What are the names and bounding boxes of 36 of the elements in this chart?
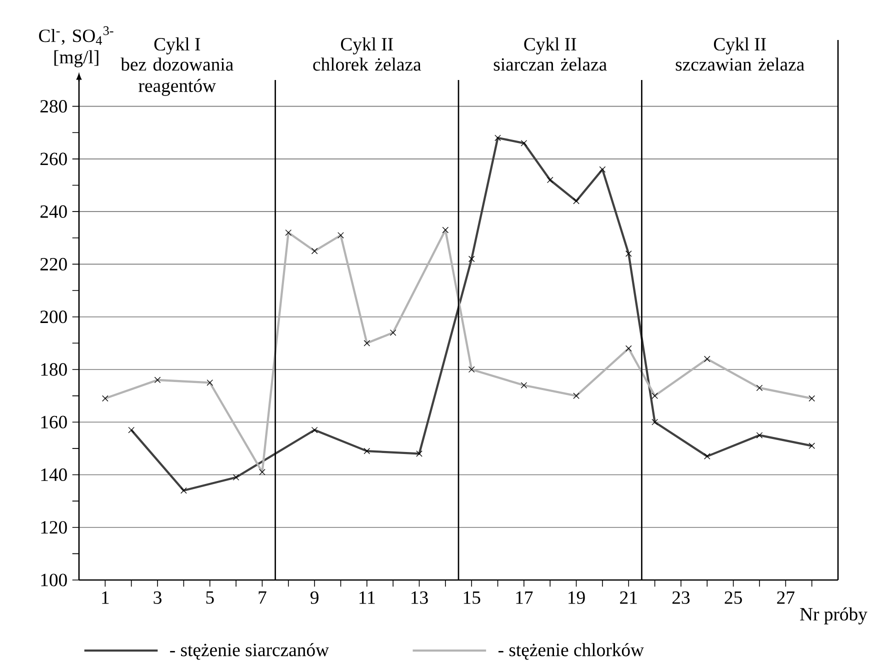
annotation: bez dozowania reagentów <box>120 58 234 96</box>
y-tick-label: 220 <box>40 258 67 271</box>
y-tick-label: 120 <box>41 521 67 534</box>
x-tick-label: 13 <box>412 591 428 604</box>
y-tick-label: 260 <box>40 152 67 166</box>
text: siarczan żelaza <box>494 58 607 71</box>
x-axis-title: Nr próby <box>800 607 868 624</box>
y-tick-label: 280 <box>40 100 67 113</box>
x-tick-label: 1 <box>102 591 109 604</box>
x-tick-label: 25 <box>724 591 742 604</box>
text: chlorek żelaza <box>313 58 422 71</box>
x-tick-label: 27 <box>777 591 794 604</box>
x-tick-label: 17 <box>516 591 533 604</box>
y-tick-label: 160 <box>41 416 67 428</box>
x-tick-label: 15 <box>464 591 480 604</box>
x-tick-label: 21 <box>620 591 637 604</box>
y-tick-label: 200 <box>40 310 67 324</box>
y-tick-label: 180 <box>41 363 67 376</box>
x-tick-label: 3 <box>154 591 162 604</box>
text: Cykl I <box>154 37 200 54</box>
y-tick-label: 240 <box>40 205 67 218</box>
y-tick-label: 140 <box>41 468 67 482</box>
x-tick-label: 9 <box>310 591 318 604</box>
y-tick-label: 100 <box>41 574 67 586</box>
x-tick-label: 23 <box>672 591 690 604</box>
x-tick-label: 5 <box>206 591 214 604</box>
x-tick-label: 19 <box>568 591 585 604</box>
text: Cl$^{-}$, SO$_{4}$3- [mg/l] <box>39 26 114 68</box>
text: Cykl II <box>340 37 393 54</box>
legend-label: - stężenie chlorków <box>498 643 644 660</box>
text: szczawian żelaza <box>676 58 804 71</box>
x-tick-label: 11 <box>360 591 375 604</box>
legend-label: - stężenie siarczanów <box>170 643 329 660</box>
text: Cykl II <box>714 37 766 54</box>
text: Cykl II <box>524 37 576 54</box>
x-tick-label: 7 <box>258 591 266 604</box>
